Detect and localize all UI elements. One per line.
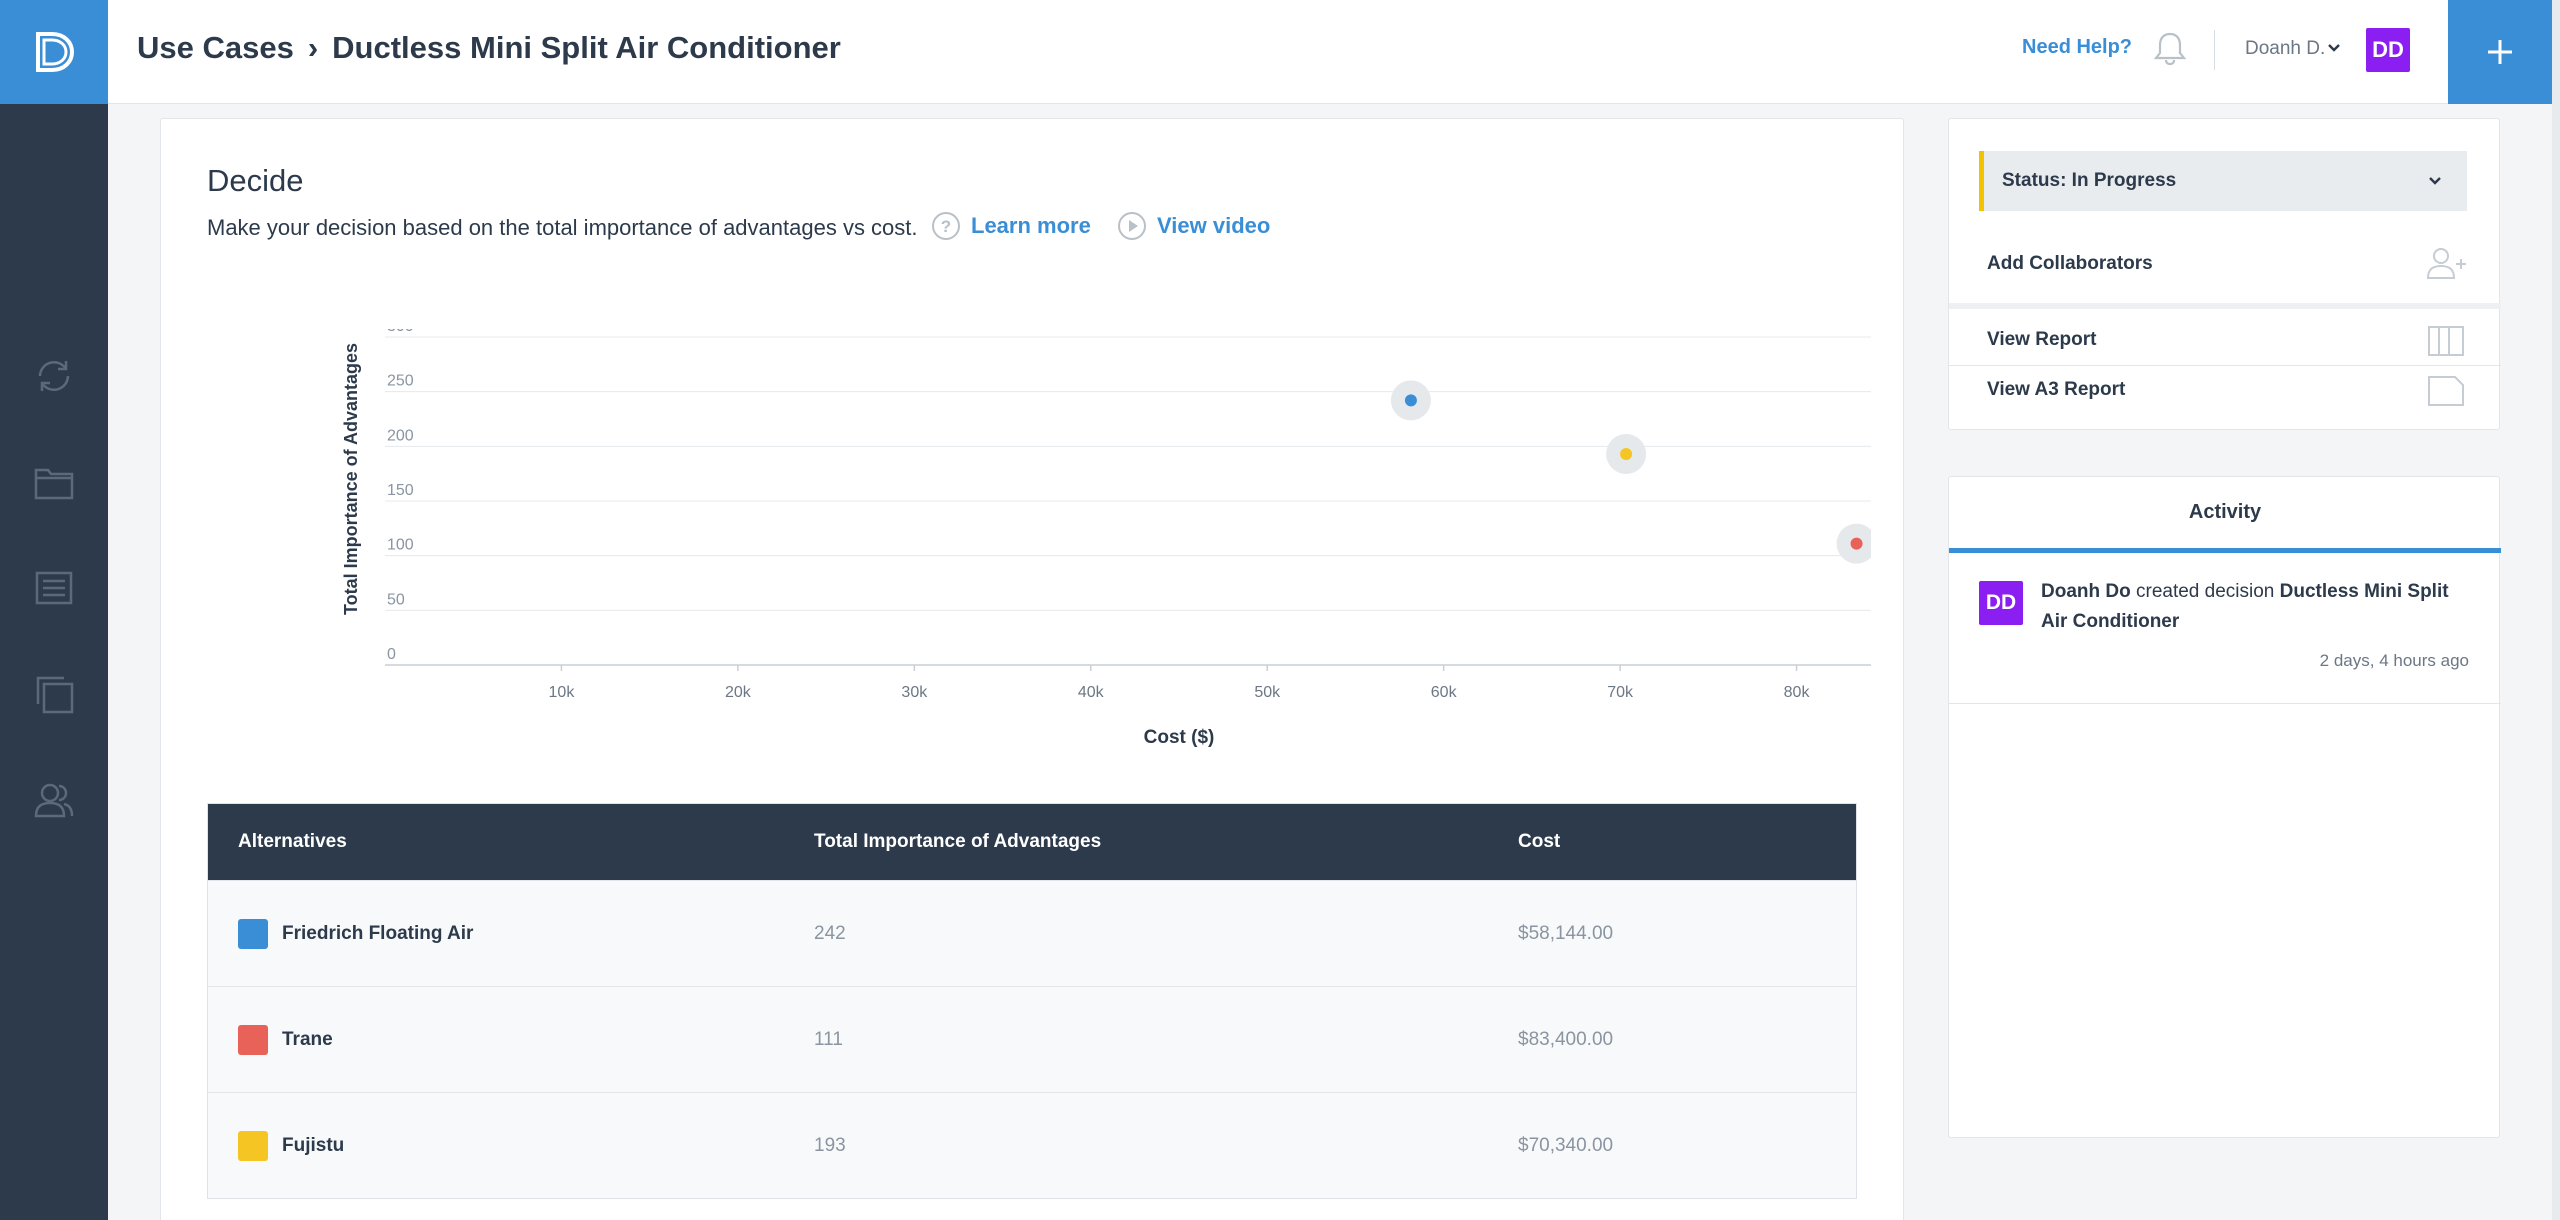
view-report-link[interactable]: View Report [1987, 329, 2097, 350]
view-a3-report-link[interactable]: View A3 Report [1987, 379, 2126, 400]
breadcrumb: Use Cases › Ductless Mini Split Air Condit… [137, 30, 841, 66]
alternatives-table: Alternatives Total Importance of Advanta… [207, 803, 1857, 1199]
document-icon[interactable] [2425, 373, 2469, 409]
plus-icon [2488, 40, 2512, 64]
avatar: DD [1979, 581, 2023, 625]
activity-divider [1949, 703, 2501, 704]
need-help-link[interactable]: Need Help? [2022, 36, 2133, 58]
x-tick-label: 50k [1254, 684, 1281, 701]
data-point [1620, 447, 1633, 460]
alternative-name: Friedrich Floating Air [282, 922, 474, 944]
activity-target: Ductless Mini Split Air Conditioner [2041, 581, 2449, 632]
scatter-chart: 0 50 100 150 200 250 300 10k 20k 30k 40k 50k 60k 70k 8… [341, 329, 1871, 748]
copy-icon[interactable] [32, 672, 76, 716]
importance-value: 242 [814, 922, 846, 944]
users-icon[interactable] [32, 778, 76, 822]
activity-timestamp: 2 days, 4 hours ago [2319, 651, 2469, 670]
x-tick-label: 80k [1784, 684, 1811, 701]
activity-entry: Doanh Do created decision Ductless Mini … [2041, 577, 2471, 637]
cost-value: $83,400.00 [1518, 1028, 1614, 1050]
decision-actions-panel: Status: In Progress Add Collaborators Vi… [1948, 118, 2501, 430]
header-cost: Cost [1518, 831, 1561, 852]
y-tick-label: 0 [387, 646, 396, 663]
list-icon[interactable] [32, 566, 76, 610]
add-collaborators-button[interactable]: Add Collaborators [1987, 253, 2153, 274]
activity-user: Doanh Do [2041, 581, 2131, 602]
user-avatar[interactable]: DD [2366, 28, 2410, 72]
window-edge [2552, 0, 2560, 1220]
table-row[interactable]: Friedrich Floating Air 242 $58,144.00 [208, 880, 1856, 986]
tab-activity[interactable]: Activity [1949, 477, 2501, 553]
learn-more-label: Learn more [971, 213, 1091, 238]
refresh-icon[interactable] [32, 354, 76, 398]
x-tick-label: 40k [1078, 684, 1105, 701]
chevron-down-icon[interactable] [2326, 40, 2342, 56]
x-tick-label: 10k [549, 684, 576, 701]
panel-divider [1949, 303, 2501, 309]
header-importance: Total Importance of Advantages [814, 831, 1102, 852]
breadcrumb-separator: › [307, 30, 319, 65]
activity-panel: Activity DD Doanh Do created decision Du… [1948, 476, 2501, 1138]
y-tick-label: 100 [387, 537, 414, 554]
activity-action: created decision [2136, 581, 2275, 602]
page-title: Ductless Mini Split Air Conditioner [332, 30, 841, 65]
cost-value: $58,144.00 [1518, 922, 1614, 944]
report-icon[interactable] [2425, 323, 2469, 359]
y-tick-label: 250 [387, 373, 414, 390]
y-tick-label: 200 [387, 427, 414, 444]
panel-divider [1949, 365, 2501, 366]
header-alternatives: Alternatives [238, 831, 347, 852]
y-tick-label: 50 [387, 591, 405, 608]
play-icon [1118, 212, 1146, 240]
importance-value: 193 [814, 1134, 846, 1156]
cost-value: $70,340.00 [1518, 1134, 1614, 1156]
svg-text:?: ? [941, 217, 951, 236]
notification-bell-icon[interactable] [2150, 28, 2190, 68]
x-tick-label: 60k [1431, 684, 1458, 701]
decide-card: Decide Make your decision based on the t… [160, 118, 1904, 1220]
breadcrumb-root-link[interactable]: Use Cases [137, 30, 294, 65]
learn-more-link[interactable]: ? Learn more [931, 211, 1091, 241]
status-dropdown[interactable]: Status: In Progress [1979, 151, 2467, 211]
x-tick-label: 20k [725, 684, 752, 701]
header-divider [2214, 30, 2215, 70]
color-swatch [238, 918, 268, 949]
user-menu-name[interactable]: Doanh D. [2245, 38, 2326, 59]
data-point [1404, 394, 1417, 407]
section-description: Make your decision based on the total im… [207, 215, 918, 240]
y-tick-label: 300 [387, 329, 414, 335]
alternative-name: Fujistu [282, 1134, 345, 1156]
logo-icon [36, 32, 75, 72]
y-axis-label: Total Importance of Advantages [341, 343, 361, 615]
y-tick-label: 150 [387, 482, 414, 499]
view-video-label: View video [1157, 213, 1271, 238]
table-row[interactable]: Trane 111 $83,400.00 [208, 986, 1856, 1092]
alternative-name: Trane [282, 1028, 333, 1050]
importance-value: 111 [814, 1028, 843, 1050]
x-axis-label: Cost ($) [1144, 727, 1215, 748]
top-bar: Use Cases › Ductless Mini Split Air Condit… [0, 0, 2560, 104]
x-tick-label: 70k [1607, 684, 1634, 701]
add-button[interactable] [2448, 0, 2552, 104]
color-swatch [238, 1024, 268, 1055]
folder-icon[interactable] [32, 460, 76, 504]
status-label: Status: In Progress [2002, 170, 2177, 191]
table-header: Alternatives Total Importance of Advanta… [208, 804, 1856, 880]
chevron-down-icon [2429, 177, 2441, 185]
section-title: Decide [207, 163, 304, 198]
view-video-link[interactable]: View video [1117, 211, 1270, 241]
x-tick-label: 30k [901, 684, 928, 701]
add-user-icon[interactable] [2425, 245, 2469, 281]
app-logo[interactable] [0, 0, 108, 104]
data-point [1850, 537, 1863, 550]
table-row[interactable]: Fujistu 193 $70,340.00 [208, 1092, 1856, 1198]
help-circle-icon: ? [932, 212, 960, 240]
color-swatch [238, 1130, 268, 1161]
sidebar [0, 104, 108, 1220]
